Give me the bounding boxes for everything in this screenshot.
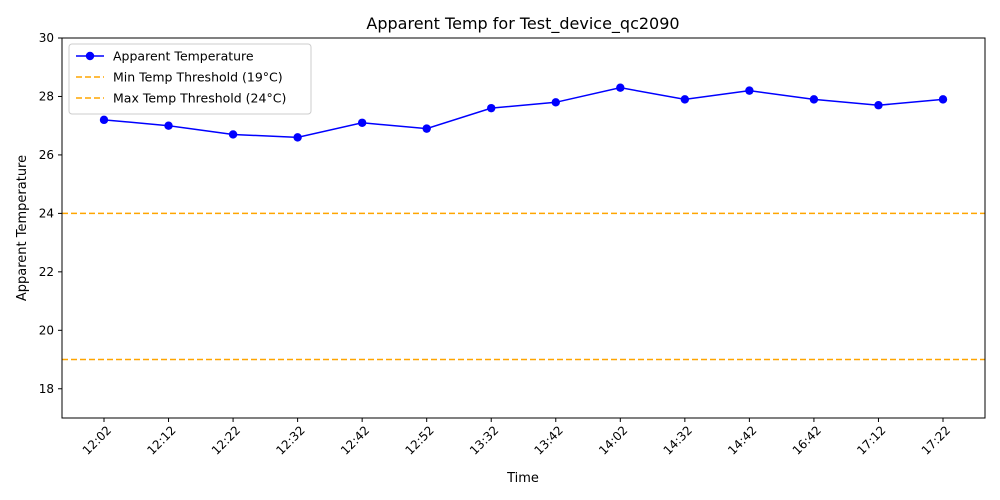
x-axis-label: Time: [506, 471, 539, 486]
y-tick-label: 26: [39, 148, 54, 162]
x-tick-label: 14:42: [725, 423, 759, 457]
legend-label-threshold-0: Min Temp Threshold (19°C): [113, 70, 283, 85]
data-point: [809, 95, 819, 104]
data-point: [551, 98, 560, 107]
data-point: [422, 124, 431, 133]
legend: Apparent Temperature Min Temp Threshold (…: [68, 43, 312, 115]
x-tick-label: 17:12: [854, 423, 888, 457]
data-point: [293, 133, 302, 142]
y-tick-label: 30: [39, 31, 54, 45]
x-tick-label: 16:42: [790, 423, 824, 457]
y-tick-label: 18: [39, 382, 54, 396]
x-tick-label: 12:12: [144, 423, 178, 457]
y-axis-label: Apparent Temperature: [15, 155, 30, 301]
legend-label-series-0: Apparent Temperature: [113, 49, 254, 64]
legend-label-threshold-1: Max Temp Threshold (24°C): [113, 91, 286, 106]
data-point: [357, 118, 367, 127]
x-tick-label: 14:02: [596, 423, 630, 457]
x-tick-label: 12:42: [338, 423, 372, 457]
x-tick-label: 17:22: [919, 423, 953, 457]
series-line-0: [103, 86, 944, 139]
axes-frame: [61, 37, 986, 419]
x-tick-label: 12:32: [273, 423, 307, 457]
y-tick-label: 28: [39, 89, 54, 103]
data-point: [99, 115, 109, 125]
x-tick-label: 14:32: [661, 423, 695, 457]
legend-marker-series-0: [85, 51, 95, 61]
y-tick-label: 20: [39, 323, 54, 337]
data-point: [874, 101, 883, 110]
x-tick-label: 13:32: [467, 423, 501, 457]
x-tick-label: 12:22: [209, 423, 243, 457]
data-point: [680, 95, 690, 104]
data-point: [164, 121, 173, 130]
data-point: [228, 130, 238, 139]
x-tick-label: 12:02: [80, 423, 114, 457]
data-point: [745, 86, 754, 95]
legend-box: [68, 43, 312, 115]
data-point: [938, 95, 948, 104]
data-point: [616, 83, 625, 92]
x-tick-label: 13:42: [532, 423, 566, 457]
data-point: [487, 103, 496, 113]
x-tick-label: 12:52: [402, 423, 436, 457]
y-tick-label: 24: [39, 206, 54, 220]
y-tick-label: 22: [39, 265, 54, 279]
chart-title: Apparent Temp for Test_device_qc2090: [366, 14, 679, 34]
